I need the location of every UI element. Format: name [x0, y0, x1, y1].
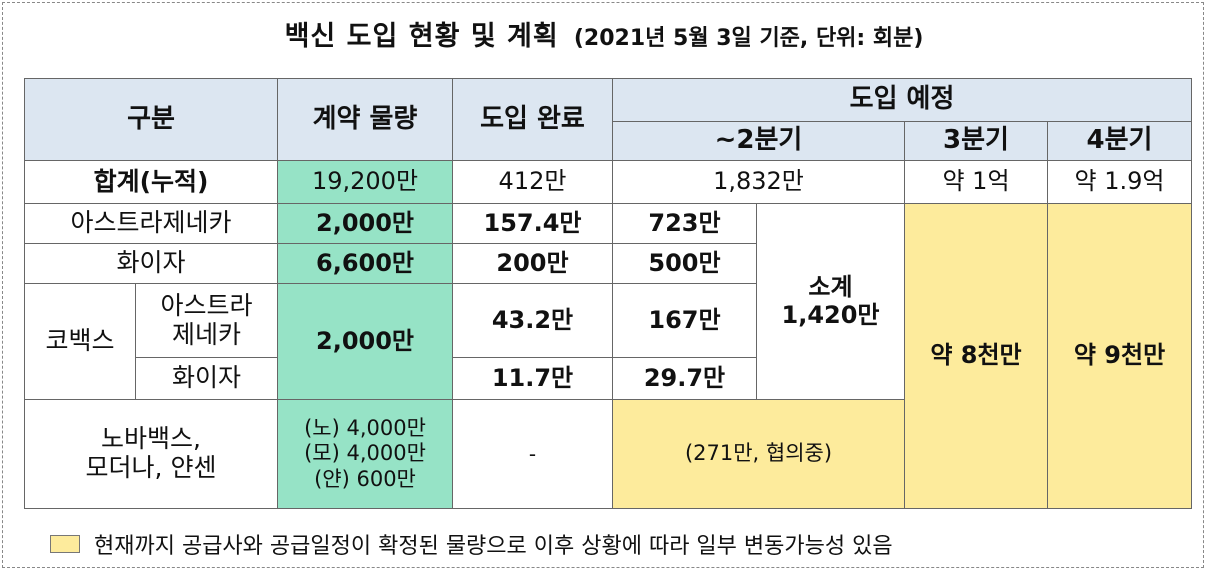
covax-az-label: 아스트라 제네카 — [135, 283, 278, 358]
covax-pfizer-label: 화이자 — [135, 357, 278, 400]
others-label-line1: 노바백스, — [101, 424, 201, 454]
legend: 현재까지 공급사와 공급일정이 확정된 물량으로 이후 상황에 따라 일부 변동… — [50, 528, 893, 560]
others-contract-line1: (노) 4,000만 — [304, 416, 426, 441]
others-contract: (노) 4,000만 (모) 4,000만 (얀) 600만 — [277, 399, 453, 509]
pfizer-contract: 6,600만 — [277, 243, 453, 284]
total-label: 합계(누적) — [24, 160, 278, 204]
covax-az-q2: 167만 — [612, 283, 757, 358]
header-completed: 도입 완료 — [452, 78, 613, 161]
covax-az-label-line2: 제네카 — [171, 319, 241, 349]
header-category: 구분 — [24, 78, 278, 161]
others-label: 노바백스, 모더나, 얀센 — [24, 399, 278, 509]
astrazeneca-q2: 723만 — [612, 203, 757, 244]
legend-text: 현재까지 공급사와 공급일정이 확정된 물량으로 이후 상황에 따라 일부 변동… — [94, 534, 893, 559]
pfizer-label: 화이자 — [24, 243, 278, 284]
others-contract-line3: (얀) 600만 — [314, 466, 416, 491]
pfizer-completed: 200만 — [452, 243, 613, 284]
subtotal-cell: 소계 1,420만 — [756, 203, 905, 400]
title-block: 백신 도입 현황 및 계획 (2021년 5월 3일 기준, 단위: 회분) — [0, 14, 1208, 53]
header-q4: 4분기 — [1046, 121, 1193, 161]
covax-az-label-line1: 아스트라 — [160, 290, 253, 320]
covax-pfizer-completed: 11.7만 — [452, 357, 613, 400]
covax-pfizer-q2: 29.7만 — [612, 357, 757, 400]
header-planned: 도입 예정 — [611, 78, 1193, 122]
legend-swatch — [50, 535, 80, 553]
astrazeneca-completed: 157.4만 — [452, 203, 613, 244]
subtotal-value: 1,420만 — [781, 300, 880, 329]
others-label-line2: 모더나, 얀센 — [85, 453, 217, 482]
covax-label: 코백스 — [24, 283, 136, 400]
q4-merged: 약 9천만 — [1046, 203, 1193, 509]
pfizer-row: 화이자 6,600만 200만 500만 — [24, 243, 1192, 284]
others-row: 노바백스, 모더나, 얀센 (노) 4,000만 (모) 4,000만 (얀) … — [24, 399, 1192, 509]
total-q4: 약 1.9억 — [1046, 160, 1193, 204]
header-q2: ~2분기 — [612, 121, 905, 161]
header-q3: 3분기 — [904, 121, 1048, 161]
astrazeneca-label: 아스트라제네카 — [24, 203, 278, 244]
total-row: 합계(누적) 19,200만 412만 1,832만 약 1억 약 1.9억 — [24, 160, 1193, 204]
covax-az-row: 코백스 아스트라 제네카 2,000만 43.2만 167만 — [24, 283, 1192, 400]
page-title: 백신 도입 현황 및 계획 — [284, 21, 559, 52]
covax-pfizer-row: 화이자 11.7만 29.7만 — [25, 357, 1192, 400]
others-q2: (271만, 협의중) — [612, 399, 905, 509]
header-contract: 계약 물량 — [277, 78, 453, 161]
pfizer-q2: 500만 — [612, 243, 757, 284]
astrazeneca-row: 아스트라제네카 2,000만 157.4만 723만 소계 1,420만 약 8… — [24, 203, 1193, 509]
covax-az-completed: 43.2만 — [452, 283, 613, 358]
covax-contract: 2,000만 — [277, 283, 453, 400]
subtotal-label: 소계 — [808, 272, 853, 301]
astrazeneca-contract: 2,000만 — [277, 203, 453, 244]
total-q3: 약 1억 — [904, 160, 1048, 204]
others-contract-line2: (모) 4,000만 — [304, 441, 426, 466]
q3-merged: 약 8천만 — [904, 203, 1048, 509]
total-completed: 412만 — [452, 160, 613, 204]
others-completed: - — [452, 399, 613, 509]
total-q2: 1,832만 — [612, 160, 905, 204]
total-contract: 19,200만 — [277, 160, 453, 204]
header-row-1: 구분 계약 물량 도입 완료 도입 예정 — [24, 78, 1193, 161]
vaccine-table: 구분 계약 물량 도입 완료 도입 예정 ~2분기 3분기 4분기 합계(누적)… — [24, 78, 1193, 509]
page-subtitle: (2021년 5월 3일 기준, 단위: 회분) — [573, 26, 924, 51]
